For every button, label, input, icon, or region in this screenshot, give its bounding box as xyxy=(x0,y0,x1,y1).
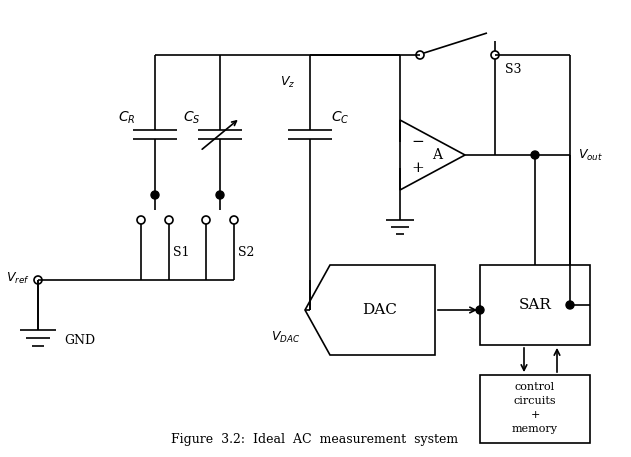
Text: −: − xyxy=(411,135,425,149)
Circle shape xyxy=(531,151,539,159)
Text: S3: S3 xyxy=(505,63,521,76)
Text: $V_{ref}$: $V_{ref}$ xyxy=(6,271,30,286)
Text: +: + xyxy=(530,410,540,420)
Text: S1: S1 xyxy=(173,245,189,259)
Text: S2: S2 xyxy=(238,245,254,259)
Bar xyxy=(480,265,590,345)
Circle shape xyxy=(566,301,574,309)
Bar xyxy=(480,375,590,443)
Text: +: + xyxy=(411,161,425,175)
Text: Figure  3.2:  Ideal  AC  measurement  system: Figure 3.2: Ideal AC measurement system xyxy=(172,434,459,446)
Circle shape xyxy=(151,191,159,199)
Text: SAR: SAR xyxy=(519,298,551,312)
Circle shape xyxy=(216,191,224,199)
Text: $V_z$: $V_z$ xyxy=(280,74,295,90)
Text: $C_R$: $C_R$ xyxy=(118,110,136,126)
Text: control: control xyxy=(515,382,555,392)
Text: $C_S$: $C_S$ xyxy=(183,110,201,126)
Text: $V_{DAC}$: $V_{DAC}$ xyxy=(271,330,300,345)
Text: DAC: DAC xyxy=(363,303,398,317)
Text: GND: GND xyxy=(64,334,95,346)
Text: $C_C$: $C_C$ xyxy=(331,110,349,126)
Text: memory: memory xyxy=(512,424,558,434)
Text: $V_{out}$: $V_{out}$ xyxy=(578,148,603,163)
Text: A: A xyxy=(432,148,442,162)
Text: circuits: circuits xyxy=(514,396,557,406)
Circle shape xyxy=(476,306,484,314)
